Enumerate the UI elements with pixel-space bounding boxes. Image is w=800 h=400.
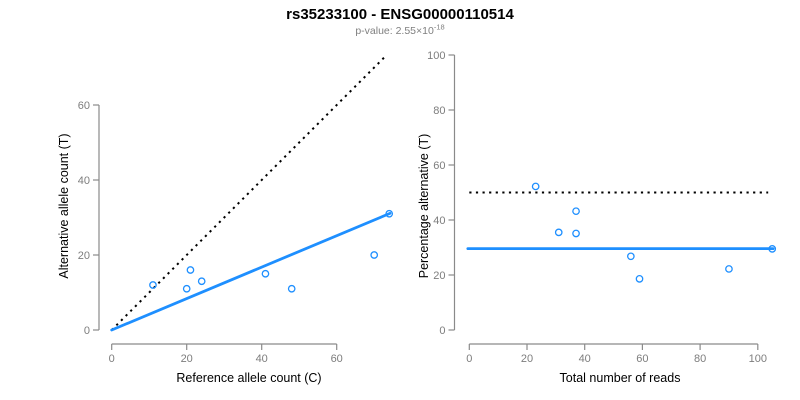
data-point	[182, 284, 191, 293]
y-tick-label: 0	[439, 325, 445, 337]
fit-line	[110, 211, 392, 332]
data-point	[261, 269, 270, 278]
left-plot-x-axis: 0 20 40 60	[109, 343, 343, 365]
right-plot: 0 20 40 60 80 100 0 20 40 60 80 100	[427, 50, 777, 365]
data-point	[197, 277, 206, 286]
data-point	[287, 284, 296, 293]
y-tick-label: 40	[78, 175, 90, 187]
data-point	[768, 245, 777, 253]
right-plot-x-axis-title: Total number of reads	[559, 371, 681, 385]
x-tick-label: 60	[636, 353, 648, 365]
identity-line	[110, 54, 388, 331]
pvalue-exponent: -18	[433, 22, 445, 32]
y-tick-label: 0	[84, 325, 90, 337]
data-point	[385, 209, 394, 218]
x-tick-label: 20	[521, 353, 533, 365]
x-tick-label: 40	[579, 353, 591, 365]
data-point	[554, 228, 563, 237]
data-point	[635, 274, 644, 283]
data-point	[725, 265, 733, 273]
y-tick-label: 80	[433, 105, 445, 117]
right-plot-x-axis: 0 20 40 60 80 100	[466, 343, 767, 365]
x-tick-label: 0	[109, 353, 115, 365]
data-point	[572, 207, 580, 216]
left-plot-y-axis: 0 20 40 60	[78, 100, 100, 337]
data-point	[572, 229, 580, 238]
right-plot-y-axis: 0 20 40 60 80 100	[427, 50, 456, 337]
y-tick-label: 20	[78, 250, 90, 262]
data-point	[186, 266, 195, 274]
left-plot: 0 20 40 60 0 20 40 60	[78, 54, 394, 365]
y-tick-label: 60	[78, 100, 90, 112]
left-plot-x-axis-title: Reference allele count (C)	[176, 371, 322, 385]
y-tick-label: 60	[433, 160, 445, 172]
y-tick-label: 100	[427, 50, 445, 62]
data-point	[149, 281, 157, 289]
right-plot-y-axis-title: Percentage alternative (T)	[417, 133, 431, 279]
x-tick-label: 100	[749, 353, 767, 365]
left-plot-points	[149, 209, 394, 293]
x-tick-label: 40	[256, 353, 268, 365]
x-tick-label: 80	[694, 353, 706, 365]
right-plot-points	[531, 182, 777, 283]
data-point	[370, 251, 379, 259]
data-point	[627, 252, 635, 261]
pvalue-text: p-value: 2.55×10	[355, 25, 434, 37]
x-tick-label: 0	[466, 353, 472, 365]
chart-subtitle: p-value: 2.55×10-18	[0, 22, 800, 37]
y-tick-label: 20	[433, 270, 445, 282]
left-plot-y-axis-title: Alternative allele count (T)	[57, 133, 71, 279]
x-tick-label: 20	[181, 353, 193, 365]
y-tick-label: 40	[433, 215, 445, 227]
x-tick-label: 60	[331, 353, 343, 365]
data-point	[531, 182, 540, 191]
chart-title: rs35233100 - ENSG00000110514	[286, 6, 514, 23]
